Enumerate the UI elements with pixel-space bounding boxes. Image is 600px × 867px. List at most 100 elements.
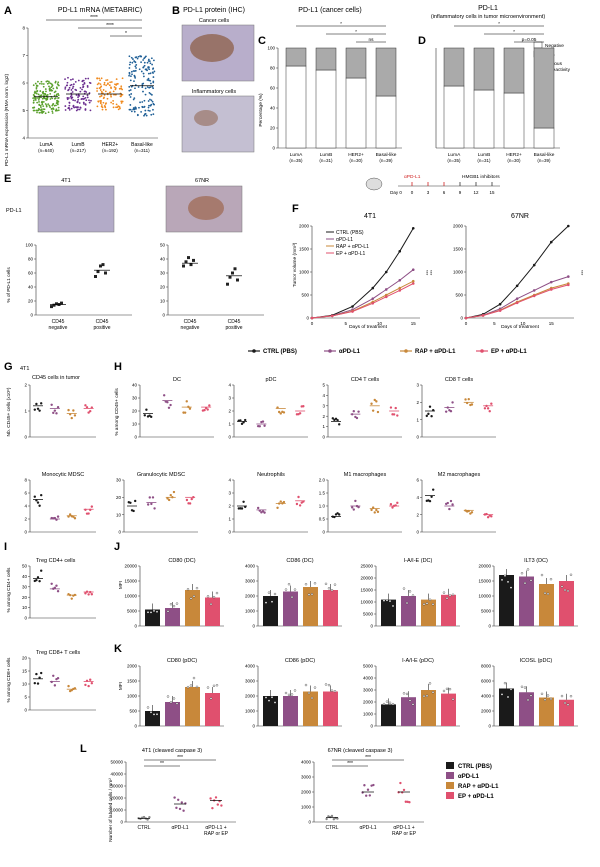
panel-e-cell2: 67NR (195, 178, 209, 184)
schedule-day: 12 (473, 190, 479, 195)
mfi-bar (539, 584, 554, 626)
panel-e-ytick-label: 40 (28, 285, 34, 290)
strip-point (114, 87, 117, 89)
strip-point (140, 110, 143, 113)
panel-h-ytick-label: 0 (134, 435, 137, 440)
bar-title: ILT3 (DC) (524, 558, 548, 564)
strip-point (44, 112, 47, 115)
strip-point (46, 97, 49, 100)
legend-label: αPD-L1 (339, 349, 361, 355)
schedule-day: 9 (459, 190, 462, 195)
panel-h-point (467, 397, 470, 401)
strip-point (115, 103, 118, 106)
strip-point (57, 96, 60, 99)
panel-i-ytick-label: 15 (22, 669, 28, 674)
sig-label: **** (90, 15, 98, 21)
x-tick-label: CD45 (96, 319, 109, 325)
panel-h-ytick-label: 4 (322, 393, 325, 398)
panel-c-ytick-label: 60 (270, 86, 276, 91)
data-point (236, 278, 239, 282)
series-point (532, 289, 536, 292)
strip-point (84, 103, 87, 105)
panel-h-point (258, 425, 261, 428)
bar-point (388, 701, 392, 704)
strip-point (72, 99, 75, 101)
legend-l-swatch (446, 782, 454, 789)
bar-point (405, 601, 409, 605)
legend-l-swatch (446, 762, 454, 769)
panel-l-t2: 67NR (cleaved caspase 3) (328, 748, 393, 754)
panel-h-ytick-label: 3 (228, 491, 231, 496)
strip-point (55, 93, 58, 96)
panel-f-ytick-label: 500 (301, 293, 309, 298)
panel-k-ytick-label: 1500 (127, 679, 138, 684)
panel-h-point (449, 410, 453, 413)
panel-k-ytick-label: 0 (252, 724, 255, 729)
bar-negative (315, 69, 337, 149)
series-point (351, 310, 354, 313)
panel-letter-d: D (418, 35, 426, 47)
bar-point (503, 574, 507, 577)
panel-h-point (373, 398, 376, 402)
panel-h-point (150, 502, 153, 506)
panel-e-ytick-label: 0 (30, 313, 33, 318)
panel-h-point (240, 507, 244, 510)
panel-f-ytick-label: 2000 (299, 224, 310, 229)
legend-marker (480, 349, 484, 353)
data-point (104, 271, 107, 275)
strip-point (130, 85, 133, 88)
strip-point (72, 105, 75, 108)
strip-point (55, 104, 57, 107)
strip-point (139, 101, 141, 104)
strip-point (49, 106, 51, 109)
series-point (398, 289, 402, 292)
strip-point (142, 75, 145, 78)
panel-i-point (84, 592, 87, 595)
strip-point (143, 61, 146, 64)
bar-title: CD86 (pDC) (285, 658, 315, 664)
strip-point (82, 83, 84, 86)
panel-i-point (33, 681, 36, 685)
strip-point (82, 85, 85, 88)
bar-point (307, 691, 311, 695)
legend-l: CTRL (PBS) αPD-L1 RAP + αPD-L1 EP + αPD-L1 (446, 762, 499, 800)
bar-point (546, 694, 550, 697)
panel-h-point (375, 508, 378, 512)
panel-h-title: CD8 T cells (445, 377, 473, 383)
panel-a-n: (n=217) (70, 148, 86, 153)
panel-h-point (242, 500, 245, 503)
bar-point (195, 586, 199, 590)
f-legend-label: EP + αPD-L1 (336, 251, 366, 257)
panel-i-point (50, 582, 53, 586)
mfi-bar (499, 688, 514, 726)
bar-point (549, 578, 553, 581)
strip-point (140, 61, 142, 64)
strip-point (144, 87, 147, 90)
strip-point (136, 113, 139, 116)
series-line (311, 280, 414, 319)
data-point (96, 270, 100, 274)
panel-k-ytick-label: 8000 (481, 664, 492, 669)
bar-point (267, 699, 271, 702)
l-point (146, 818, 149, 821)
series-point (515, 301, 519, 305)
strip-point (140, 55, 143, 58)
panel-h-point (432, 488, 435, 491)
strip-point (51, 104, 54, 107)
strip-point (77, 79, 80, 82)
strip-point (79, 107, 82, 109)
strip-point (128, 94, 131, 96)
strip-point (36, 97, 38, 99)
strip-point (152, 68, 154, 70)
strip-point (132, 98, 135, 101)
strip-point (89, 109, 92, 112)
strip-point (38, 82, 41, 85)
panel-g-point (35, 402, 38, 406)
strip-point (42, 105, 45, 108)
legend-l-label: CTRL (PBS) (458, 764, 492, 770)
strip-point (112, 90, 115, 93)
strip-point (57, 100, 60, 103)
panel-h-point (389, 406, 393, 409)
mfi-bar (205, 597, 220, 626)
series-point (384, 270, 388, 274)
